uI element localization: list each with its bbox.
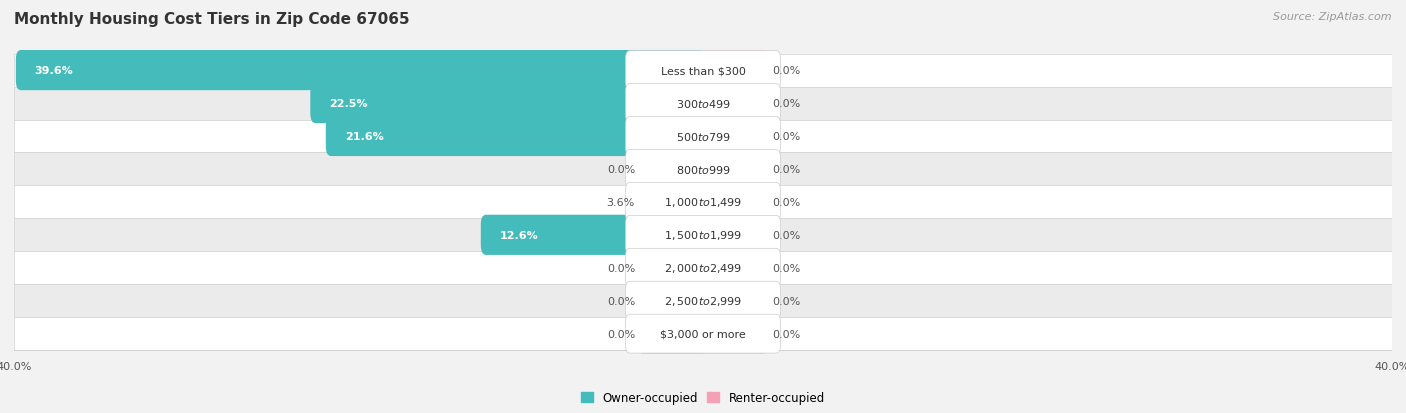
FancyBboxPatch shape: [326, 116, 709, 157]
Bar: [14, 317, 1392, 350]
FancyBboxPatch shape: [637, 281, 709, 321]
FancyBboxPatch shape: [697, 150, 769, 190]
FancyBboxPatch shape: [697, 281, 769, 321]
FancyBboxPatch shape: [637, 248, 709, 288]
FancyBboxPatch shape: [637, 314, 709, 354]
Bar: [14, 186, 1392, 219]
Bar: [14, 219, 1392, 252]
Text: $300 to $499: $300 to $499: [675, 98, 731, 110]
Text: $1,000 to $1,499: $1,000 to $1,499: [664, 196, 742, 209]
Text: 39.6%: 39.6%: [35, 66, 73, 76]
FancyBboxPatch shape: [626, 216, 780, 255]
FancyBboxPatch shape: [626, 282, 780, 320]
Text: 22.5%: 22.5%: [329, 99, 368, 109]
Text: 0.0%: 0.0%: [772, 99, 800, 109]
Text: $500 to $799: $500 to $799: [675, 131, 731, 142]
Text: 0.0%: 0.0%: [607, 263, 636, 273]
Bar: [14, 153, 1392, 186]
Text: 0.0%: 0.0%: [772, 164, 800, 175]
Text: 21.6%: 21.6%: [344, 132, 384, 142]
Bar: [14, 285, 1392, 317]
Text: 0.0%: 0.0%: [772, 263, 800, 273]
Bar: [14, 88, 1392, 120]
FancyBboxPatch shape: [697, 248, 769, 288]
FancyBboxPatch shape: [697, 314, 769, 354]
Legend: Owner-occupied, Renter-occupied: Owner-occupied, Renter-occupied: [581, 392, 825, 404]
Text: 0.0%: 0.0%: [772, 132, 800, 142]
FancyBboxPatch shape: [15, 51, 709, 91]
FancyBboxPatch shape: [697, 51, 769, 91]
Text: $1,500 to $1,999: $1,500 to $1,999: [664, 229, 742, 242]
Bar: [14, 120, 1392, 153]
FancyBboxPatch shape: [626, 84, 780, 123]
Text: Less than $300: Less than $300: [661, 66, 745, 76]
Text: 12.6%: 12.6%: [499, 230, 538, 240]
FancyBboxPatch shape: [697, 182, 769, 223]
Text: Source: ZipAtlas.com: Source: ZipAtlas.com: [1274, 12, 1392, 22]
Text: 3.6%: 3.6%: [606, 197, 634, 207]
Text: 0.0%: 0.0%: [772, 197, 800, 207]
Text: 0.0%: 0.0%: [772, 329, 800, 339]
Text: 0.0%: 0.0%: [607, 329, 636, 339]
FancyBboxPatch shape: [626, 117, 780, 156]
Text: 0.0%: 0.0%: [772, 230, 800, 240]
Text: 0.0%: 0.0%: [772, 66, 800, 76]
FancyBboxPatch shape: [636, 182, 709, 223]
Text: Monthly Housing Cost Tiers in Zip Code 67065: Monthly Housing Cost Tiers in Zip Code 6…: [14, 12, 409, 27]
Bar: [14, 252, 1392, 285]
FancyBboxPatch shape: [481, 215, 709, 255]
Text: $3,000 or more: $3,000 or more: [661, 329, 745, 339]
Text: 0.0%: 0.0%: [772, 296, 800, 306]
Text: 0.0%: 0.0%: [607, 164, 636, 175]
Text: 0.0%: 0.0%: [607, 296, 636, 306]
FancyBboxPatch shape: [626, 314, 780, 353]
FancyBboxPatch shape: [626, 52, 780, 90]
Text: $800 to $999: $800 to $999: [675, 164, 731, 176]
FancyBboxPatch shape: [697, 215, 769, 255]
FancyBboxPatch shape: [637, 150, 709, 190]
FancyBboxPatch shape: [626, 183, 780, 222]
FancyBboxPatch shape: [626, 249, 780, 287]
Text: $2,000 to $2,499: $2,000 to $2,499: [664, 261, 742, 275]
Text: $2,500 to $2,999: $2,500 to $2,999: [664, 294, 742, 307]
FancyBboxPatch shape: [697, 116, 769, 157]
Bar: [14, 55, 1392, 88]
FancyBboxPatch shape: [311, 84, 709, 124]
FancyBboxPatch shape: [697, 84, 769, 124]
FancyBboxPatch shape: [626, 150, 780, 189]
